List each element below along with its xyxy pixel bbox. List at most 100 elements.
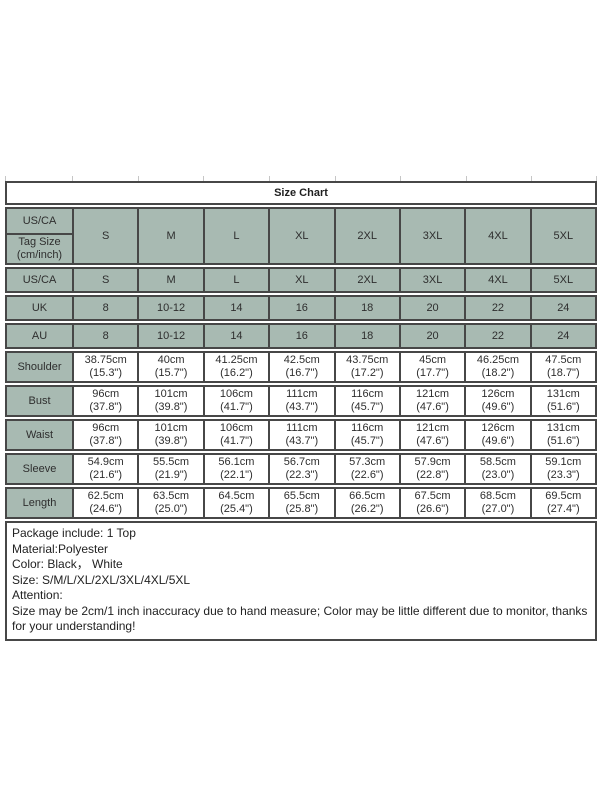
measurement-cm: 62.5cm xyxy=(87,490,124,502)
measurement-inch: (45.7") xyxy=(350,435,384,447)
size-value-cell: 8 xyxy=(71,295,140,321)
measurement-cm: 47.5cm xyxy=(545,354,582,366)
measurement-cm: 57.9cm xyxy=(414,456,451,468)
row-gap xyxy=(6,382,596,386)
size-value-cell: XL xyxy=(268,267,336,293)
note-line: Material:Polyester xyxy=(12,541,109,556)
measurement-cm: 131cm xyxy=(546,422,580,434)
measurement-cm: 121cm xyxy=(416,422,450,434)
measurement-cell: 54.9cm (21.6") xyxy=(71,453,140,485)
gridline-tick xyxy=(138,176,139,181)
measurement-inch: (51.6") xyxy=(546,401,580,413)
measurement-inch: (45.7") xyxy=(350,401,384,413)
measurement-cell: 126cm (49.6") xyxy=(464,385,532,417)
measurement-inch: (22.6") xyxy=(350,469,384,481)
measure-row-sleeve: Sleeve 54.9cm (21.6") 55.5cm (21.9") 56.1cm (2… xyxy=(5,453,598,485)
measurement-cm: 54.9cm xyxy=(87,456,124,468)
gridline-tick xyxy=(203,176,204,181)
note-line: Package include: 1 Top xyxy=(12,526,136,540)
measurement-cell: 41.25cm (16.2") xyxy=(202,351,271,383)
measurement-cm: 55.5cm xyxy=(153,456,190,468)
row-label: Bust xyxy=(5,385,74,417)
size-column-header: 3XL xyxy=(398,207,467,265)
measurement-cell: 96cm (37.8") xyxy=(71,385,140,417)
size-value-cell: 8 xyxy=(71,323,140,349)
title-row: Size Chart xyxy=(5,181,597,205)
measurement-inch: (47.6") xyxy=(416,401,449,413)
measurement-inch: (37.8") xyxy=(89,435,122,447)
measurement-cm: 106cm xyxy=(219,422,253,434)
size-row-usca: US/CA S M L XL 2XL 3XL 4XL 5XL xyxy=(5,267,598,293)
size-value-cell: 10-12 xyxy=(137,295,205,321)
size-value-cell: 5XL xyxy=(529,267,598,293)
measurement-cm: 96cm xyxy=(92,388,120,400)
measurement-cell: 121cm (47.6") xyxy=(398,385,467,417)
measurement-cm: 101cm xyxy=(154,388,188,400)
measurement-inch: (51.6") xyxy=(546,435,580,447)
measurement-inch: (22.1") xyxy=(220,469,253,481)
size-value-cell: 20 xyxy=(398,323,467,349)
size-value-cell: 16 xyxy=(268,323,336,349)
row-label: UK xyxy=(5,295,74,321)
row-gap xyxy=(6,320,596,324)
size-value-cell: 22 xyxy=(464,323,532,349)
gridline-tick xyxy=(531,176,532,181)
measurement-inch: (16.7") xyxy=(285,367,319,379)
size-column-header: M xyxy=(137,207,205,265)
measurement-inch: (24.6") xyxy=(89,503,122,515)
measurement-cell: 42.5cm (16.7") xyxy=(268,351,336,383)
measurement-inch: (26.2") xyxy=(350,503,384,515)
measure-row-shoulder: Shoulder 38.75cm (15.3") 40cm (15.7") 41.25cm… xyxy=(5,351,598,383)
measurement-cm: 116cm xyxy=(351,388,384,400)
measurement-cell: 55.5cm (21.9") xyxy=(137,453,205,485)
size-value-cell: 16 xyxy=(268,295,336,321)
measurement-cell: 57.3cm (22.6") xyxy=(333,453,401,485)
measurement-cm: 131cm xyxy=(546,388,580,400)
measurement-cell: 59.1cm (23.3") xyxy=(529,453,598,485)
measurement-cell: 64.5cm (25.4") xyxy=(202,487,271,519)
measurement-cm: 38.75cm xyxy=(84,354,127,366)
size-value-cell: 3XL xyxy=(398,267,467,293)
measurement-inch: (15.3") xyxy=(89,367,122,379)
measurement-cm: 65.5cm xyxy=(283,490,320,502)
row-gap xyxy=(6,292,596,296)
measurement-cell: 126cm (49.6") xyxy=(464,419,532,451)
measurement-cell: 131cm (51.6") xyxy=(529,385,598,417)
measurement-cm: 41.25cm xyxy=(215,354,258,366)
measurement-inch: (37.8") xyxy=(89,401,122,413)
measurement-cell: 46.25cm (18.2") xyxy=(464,351,532,383)
measurement-inch: (18.7") xyxy=(546,367,580,379)
size-value-cell: 20 xyxy=(398,295,467,321)
measure-row-bust: Bust 96cm (37.8") 101cm (39.8") 106cm (41.7") 1… xyxy=(5,385,598,417)
measurement-cell: 62.5cm (24.6") xyxy=(71,487,140,519)
measurement-cell: 56.7cm (22.3") xyxy=(268,453,336,485)
row-label: Waist xyxy=(5,419,74,451)
measurement-inch: (18.2") xyxy=(481,367,515,379)
size-column-header: S xyxy=(71,207,140,265)
note-line: Size may be 2cm/1 inch inaccuracy due to… xyxy=(12,603,588,634)
gridline-tick xyxy=(596,176,597,181)
measurement-inch: (43.7") xyxy=(285,435,319,447)
measurement-inch: (26.6") xyxy=(416,503,449,515)
measurement-inch: (21.9") xyxy=(154,469,188,481)
size-value-cell: 18 xyxy=(333,295,401,321)
measurement-inch: (25.0") xyxy=(154,503,188,515)
gridline-tick xyxy=(335,176,336,181)
measurement-cm: 58.5cm xyxy=(479,456,516,468)
measurement-cell: 57.9cm (22.8") xyxy=(398,453,467,485)
measurement-cm: 116cm xyxy=(351,422,384,434)
row-gap xyxy=(6,450,596,454)
header-row-bottom: Tag Size (cm/inch) xyxy=(5,233,596,265)
measure-row-length: Length 62.5cm (24.6") 63.5cm (25.0") 64.5cm (2… xyxy=(5,487,598,519)
measurement-inch: (27.0") xyxy=(481,503,515,515)
size-chart-container: Size Chart US/CA S M L XL 2XL 3XL 4XL 5XL Tag Size… xyxy=(5,176,598,641)
measurement-cm: 59.1cm xyxy=(545,456,582,468)
measurement-cell: 47.5cm (18.7") xyxy=(529,351,598,383)
measurement-inch: (23.3") xyxy=(546,469,580,481)
corner-label-tag-size: Tag Size (cm/inch) xyxy=(5,233,74,265)
measurement-cm: 126cm xyxy=(481,422,515,434)
measurement-cm: 42.5cm xyxy=(283,354,320,366)
measurement-cm: 67.5cm xyxy=(414,490,451,502)
measurement-cm: 64.5cm xyxy=(218,490,255,502)
